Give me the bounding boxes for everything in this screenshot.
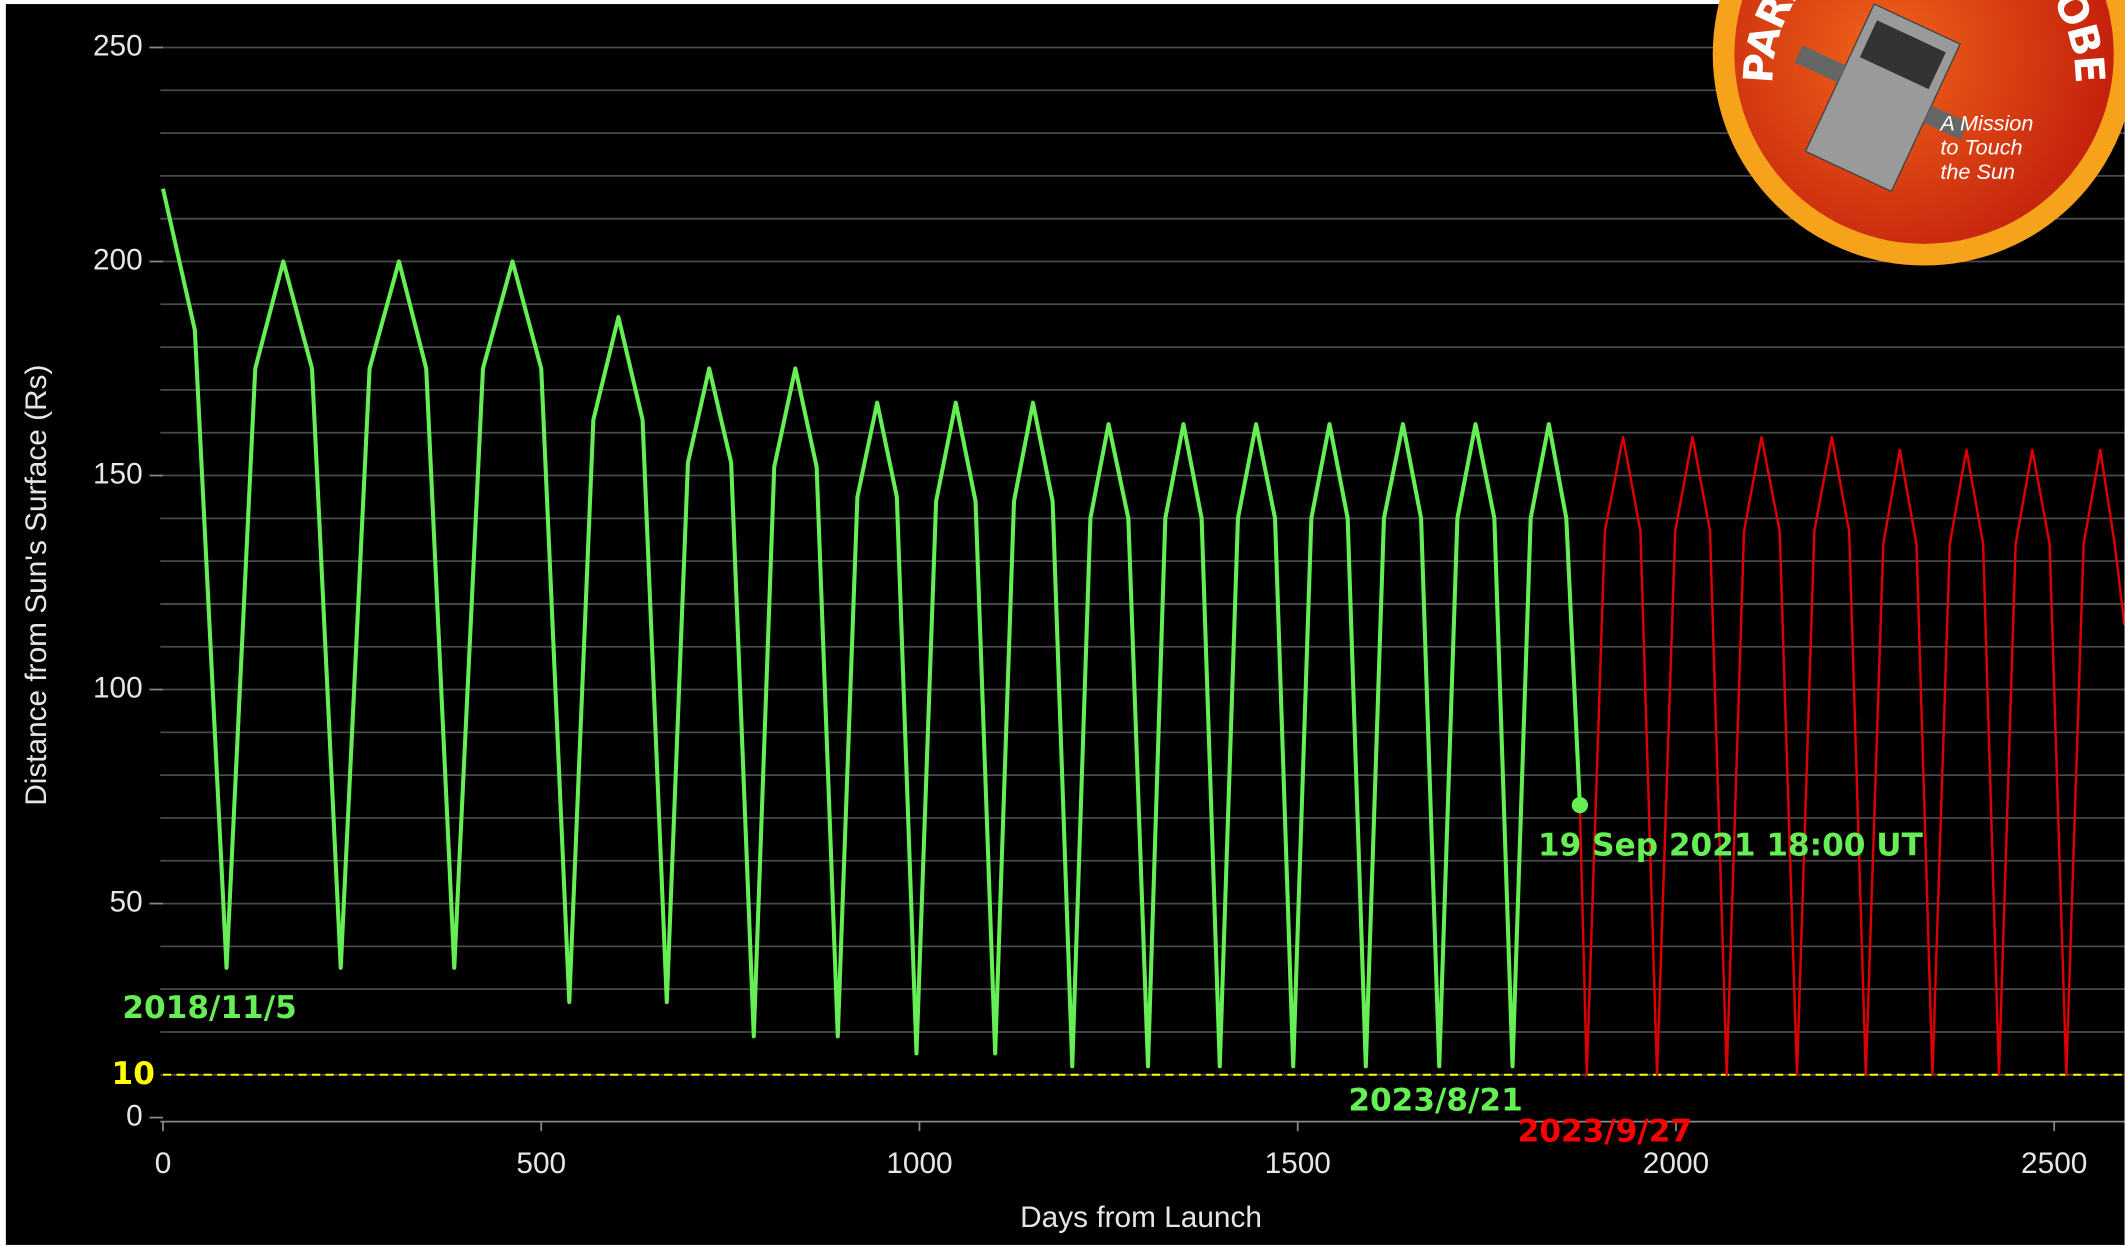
x-tick-label: 1000 [886,1147,952,1180]
x-tick-label: 1500 [1265,1147,1331,1180]
y-axis-label: Distance from Sun's Surface (Rs) [20,365,53,806]
y-tick-label: 100 [93,671,143,704]
annotation: 2023/8/21 [1348,1082,1522,1118]
annotation: 2018/11/5 [122,990,296,1026]
page: {"chart_data": {"type": "line", "x_label… [0,0,2125,1249]
annotation: 2023/9/27 [1518,1113,1692,1149]
x-tick-label: 500 [516,1147,566,1180]
logo-tagline: to Touch [1940,135,2022,160]
x-axis-label: Days from Launch [1020,1201,1262,1234]
y-tick-label: 200 [93,243,143,276]
x-tick-label: 0 [155,1147,172,1180]
y-tick-label: 150 [93,457,143,490]
y-tick-label: 50 [110,885,143,918]
logo-tagline: the Sun [1940,159,2015,184]
current-position [1572,797,1588,813]
annotation: 19 Sep 2021 18:00 UT [1538,828,1924,864]
y-tick-label: 250 [93,29,143,62]
y-tick-label: 0 [126,1099,143,1132]
logo-tagline: A Mission [1938,110,2033,135]
x-tick-label: 2500 [2021,1147,2087,1180]
chart: 0501001502002500500100015002000250010 Da… [0,0,2125,1249]
reference-label: 10 [112,1056,155,1092]
x-tick-label: 2000 [1643,1147,1709,1180]
